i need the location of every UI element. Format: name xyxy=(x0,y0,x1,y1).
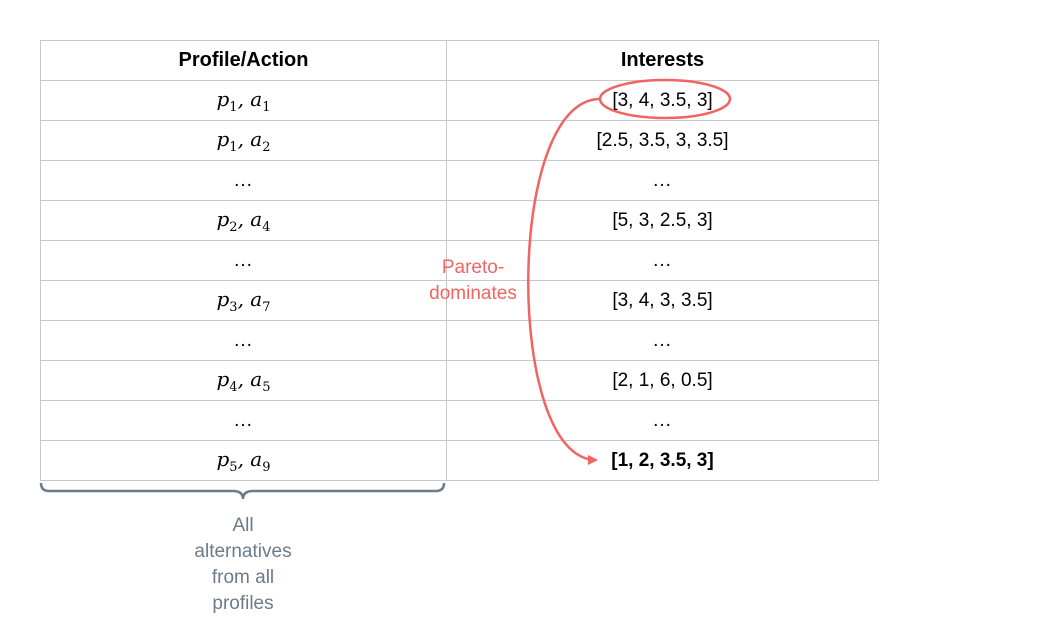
brace-caption: All alternatives from all profiles xyxy=(173,513,313,617)
caption-line: alternatives xyxy=(194,541,292,562)
ellipsis-cell: ... xyxy=(40,320,447,361)
table-row: ... ... xyxy=(40,400,879,441)
profile-interest-table: Profile/Action Interests p1, a1 [3, 4, 3… xyxy=(40,40,879,481)
table-row: ... ... xyxy=(40,320,879,361)
table-row: p1, a1 [3, 4, 3.5, 3] xyxy=(40,80,879,121)
pareto-dominance-arrow xyxy=(527,97,601,465)
header-interests: Interests xyxy=(446,40,879,81)
brace-icon xyxy=(39,482,446,500)
header-profile-action: Profile/Action xyxy=(40,40,447,81)
profile-action-cell: p5, a9 xyxy=(40,440,447,481)
table-row: ... ... xyxy=(40,160,879,201)
dominated-vector-cell: [1, 2, 3.5, 3] xyxy=(446,440,879,481)
table-row: p2, a4 [5, 3, 2.5, 3] xyxy=(40,200,879,241)
annotation-line: dominates xyxy=(429,283,517,304)
pareto-dominates-label: Pareto- dominates xyxy=(418,255,528,307)
annotation-line: Pareto- xyxy=(441,257,505,278)
highlight-ellipse xyxy=(598,78,732,120)
table-header-row: Profile/Action Interests xyxy=(40,40,879,81)
interest-vector-cell: [5, 3, 2.5, 3] xyxy=(446,200,879,241)
profile-action-cell: p4, a5 xyxy=(40,360,447,401)
caption-line: profiles xyxy=(212,593,274,614)
caption-line: All xyxy=(232,515,254,536)
ellipsis-cell: ... xyxy=(446,240,879,281)
caption-line: from all xyxy=(211,567,275,588)
ellipsis-cell: ... xyxy=(40,400,447,441)
table-row: ... ... xyxy=(40,240,879,281)
table-row: p5, a9 [1, 2, 3.5, 3] xyxy=(40,440,879,481)
ellipsis-cell: ... xyxy=(446,160,879,201)
profile-action-cell: p2, a4 xyxy=(40,200,447,241)
